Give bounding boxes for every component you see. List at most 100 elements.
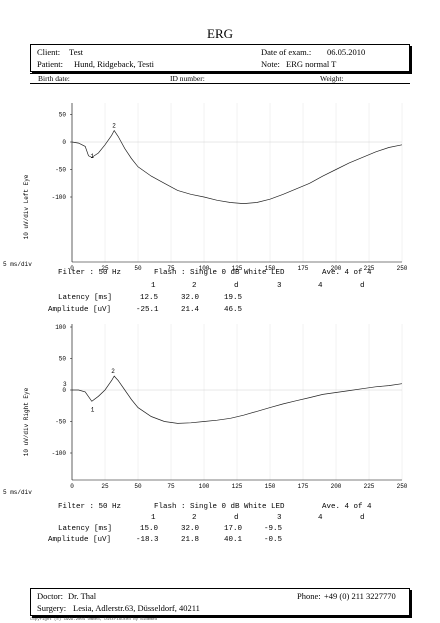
footer-box: Doctor: Dr. Thal Phone: +49 (0) 211 3227… (30, 588, 410, 616)
left-x-tick-label: 50 (134, 265, 142, 272)
right-amplitude-2: 21.8 (181, 536, 200, 544)
left-x-tick-label: 25 (101, 265, 109, 272)
doctor-value: Dr. Thal (68, 591, 97, 601)
left-x-tick-label: 225 (364, 265, 375, 272)
left-x-scale-label: 5 ms/div (3, 261, 32, 268)
id-number-label: ID number: (170, 74, 205, 83)
right-flash-text: Flash : Single 0 dB White LED (154, 503, 285, 511)
left-eye-label: 10 uV/div Left Eye (23, 174, 30, 239)
right-latency-1: 15.0 (140, 525, 159, 533)
date-value: 06.05.2010 (327, 47, 366, 57)
left-x-tick-label: 250 (397, 265, 408, 272)
right-x-tick-label: 0 (70, 483, 74, 490)
phone-value: +49 (0) 211 3227770 (324, 591, 396, 601)
left-col-3: 3 (277, 282, 282, 290)
left-latency-label: Latency [ms] (58, 294, 113, 302)
left-x-tick-label: 150 (265, 265, 276, 272)
surgery-label: Surgery: (37, 603, 67, 613)
info-row: Birth date: ID number: Weight: (30, 73, 410, 84)
report-title: ERG (207, 26, 233, 41)
client-label: Client: (37, 47, 61, 57)
left-col-1: 1 (151, 282, 156, 290)
left-col-4: 4 (318, 282, 323, 290)
left-amplitude-2: 21.4 (181, 306, 200, 314)
right-col-d2: d (360, 514, 365, 522)
left-x-tick-label: 175 (298, 265, 309, 272)
left-latency-2: 32.0 (181, 294, 200, 302)
left-col-2: 2 (192, 282, 197, 290)
right-latency-2: 32.0 (181, 525, 200, 533)
right-average-text: Ave. 4 of 4 (322, 503, 372, 511)
left-x-tick-label: 100 (199, 265, 210, 272)
left-marker-1: 1 (91, 153, 95, 160)
left-col-d: d (234, 282, 239, 290)
right-latency-d: 17.0 (224, 525, 243, 533)
surgery-value: Lesia, Adlerstr.63, Düsseldorf, 40211 (73, 603, 200, 613)
left-col-d2: d (360, 282, 365, 290)
right-eye-chart: 100 50 0 -50 -100 0 25 50 75 100 125 150 175 200 225 2… (3, 324, 408, 496)
right-y-tick-label: -100 (52, 450, 67, 457)
right-col-d: d (234, 514, 239, 522)
right-col-1: 1 (151, 514, 156, 522)
left-amplitude-d: 46.5 (224, 306, 243, 314)
header-box: Client: Test Patient: Hund, Ridgeback, T… (30, 44, 410, 72)
right-marker-1: 1 (91, 406, 95, 413)
right-x-tick-label: 200 (331, 483, 342, 490)
weight-label: Weight: (320, 74, 344, 83)
right-y-tick-label: 0 (62, 387, 66, 394)
right-x-tick-label: 225 (364, 483, 375, 490)
note-value: ERG normal T (286, 59, 337, 69)
left-latency-d: 19.5 (224, 294, 243, 302)
right-amplitude-d: 40.1 (224, 536, 243, 544)
right-marker-2: 2 (111, 368, 115, 375)
phone-label: Phone: (297, 591, 321, 601)
left-y-tick-label: -50 (55, 167, 66, 174)
right-x-tick-label: 50 (134, 483, 142, 490)
right-amplitude-3: -0.5 (264, 536, 283, 544)
right-col-4: 4 (318, 514, 323, 522)
right-amplitude-1: -18.3 (136, 536, 159, 544)
left-y-tick-label: -100 (52, 194, 67, 201)
right-latency-3: -9.5 (264, 525, 283, 533)
left-eye-chart: 500-50-100 0 25 50 75 100 125 150 175 200 225 250 … (3, 103, 408, 272)
left-x-tick-label: 125 (232, 265, 243, 272)
right-x-tick-label: 25 (101, 483, 109, 490)
note-label: Note: (261, 59, 280, 69)
right-y-tick-label: 50 (59, 356, 67, 363)
left-latency-1: 12.5 (140, 294, 159, 302)
left-amplitude-label: Amplitude [uV] (48, 306, 112, 314)
right-col-2: 2 (192, 514, 197, 522)
left-amplitude-1: -25.1 (136, 306, 159, 314)
birth-date-label: Birth date: (38, 74, 70, 83)
left-x-tick-label: 0 (70, 265, 74, 272)
right-x-scale-label: 5 ms/div (3, 489, 32, 496)
right-filter-text: Filter : 50 Hz (58, 503, 122, 511)
right-col-3: 3 (277, 514, 282, 522)
right-eye-trace (72, 375, 403, 424)
right-x-tick-label: 125 (232, 483, 243, 490)
right-y-tick-label: 100 (55, 324, 66, 331)
right-x-tick-label: 75 (167, 483, 175, 490)
doctor-label: Doctor: (37, 591, 63, 601)
date-label: Date of exam.: (261, 47, 312, 57)
left-eye-trace (71, 129, 403, 204)
right-eye-label: 10 uV/div Right Eye (23, 387, 30, 456)
left-flash-text: Flash : Single 0 dB White LED (154, 269, 285, 277)
right-x-tick-label: 100 (199, 483, 210, 490)
left-y-tick-label: 50 (59, 112, 67, 119)
patient-label: Patient: (37, 59, 63, 69)
right-x-tick-label: 175 (298, 483, 309, 490)
left-filter-text: Filter : 50 Hz (58, 269, 122, 277)
right-marker-3: 3 (63, 381, 67, 388)
left-marker-2: 2 (112, 122, 116, 129)
copyright-text: Copyright (c) 1999-2004 Ommed, Distribut… (30, 618, 158, 622)
left-y-tick-label: 0 (62, 139, 66, 146)
client-value: Test (69, 47, 84, 57)
left-x-tick-label: 75 (167, 265, 175, 272)
right-latency-label: Latency [ms] (58, 525, 113, 533)
right-amplitude-label: Amplitude [uV] (48, 536, 112, 544)
right-x-tick-label: 150 (265, 483, 276, 490)
right-y-tick-label: -50 (55, 419, 66, 426)
patient-value: Hund, Ridgeback, Testi (74, 59, 154, 69)
right-x-tick-label: 250 (397, 483, 408, 490)
